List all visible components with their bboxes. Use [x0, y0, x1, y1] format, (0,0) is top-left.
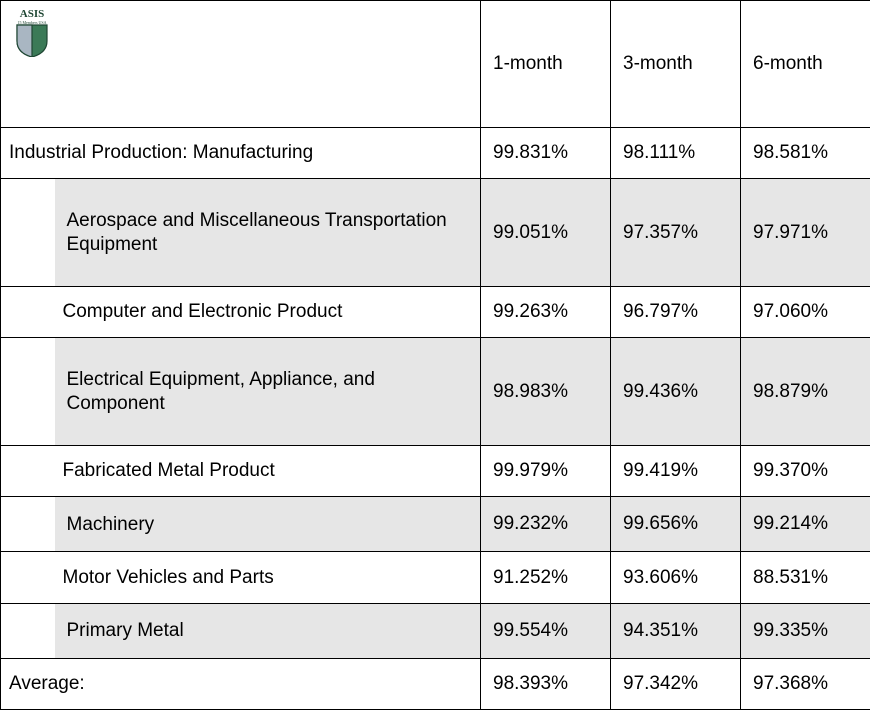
cell-value: 97.368% — [741, 658, 870, 709]
svg-text:15 Members USA: 15 Members USA — [17, 20, 46, 25]
row-label: Computer and Electronic Product — [55, 287, 481, 338]
row-label: Average: — [1, 658, 481, 709]
logo-cell: ASIS 15 Members USA — [1, 1, 481, 128]
asis-logo-icon: ASIS 15 Members USA — [9, 7, 55, 57]
cell-value: 99.214% — [741, 497, 870, 552]
cell-value: 99.436% — [611, 338, 741, 446]
row-label: Industrial Production: Manufacturing — [1, 127, 481, 178]
row-label: Motor Vehicles and Parts — [55, 552, 481, 603]
header-row: ASIS 15 Members USA 1-month 3-month 6-mo… — [1, 1, 870, 128]
logo-text: ASIS — [20, 8, 44, 20]
table-row: Motor Vehicles and Parts 91.252% 93.606%… — [1, 552, 870, 603]
indent-spacer — [1, 446, 55, 497]
table-row: Machinery 99.232% 99.656% 99.214% — [1, 497, 870, 552]
table-row: Primary Metal 99.554% 94.351% 99.335% — [1, 603, 870, 658]
table-row: Computer and Electronic Product 99.263% … — [1, 287, 870, 338]
row-label: Aerospace and Miscellaneous Transportati… — [55, 179, 481, 287]
table-row: Fabricated Metal Product 99.979% 99.419%… — [1, 446, 870, 497]
table-row: Electrical Equipment, Appliance, and Com… — [1, 338, 870, 446]
cell-value: 94.351% — [611, 603, 741, 658]
cell-value: 99.335% — [741, 603, 870, 658]
cell-value: 98.983% — [481, 338, 611, 446]
col-header-6month: 6-month — [741, 1, 870, 128]
cell-value: 98.581% — [741, 127, 870, 178]
indent-spacer — [1, 603, 55, 658]
cell-value: 97.971% — [741, 179, 870, 287]
cell-value: 98.393% — [481, 658, 611, 709]
indent-spacer — [1, 497, 55, 552]
row-label: Electrical Equipment, Appliance, and Com… — [55, 338, 481, 446]
cell-value: 88.531% — [741, 552, 870, 603]
table-row: Aerospace and Miscellaneous Transportati… — [1, 179, 870, 287]
indent-spacer — [1, 287, 55, 338]
row-label: Primary Metal — [55, 603, 481, 658]
cell-value: 99.051% — [481, 179, 611, 287]
cell-value: 99.263% — [481, 287, 611, 338]
cell-value: 98.111% — [611, 127, 741, 178]
cell-value: 99.979% — [481, 446, 611, 497]
cell-value: 97.342% — [611, 658, 741, 709]
cell-value: 91.252% — [481, 552, 611, 603]
cell-value: 98.879% — [741, 338, 870, 446]
indent-spacer — [1, 338, 55, 446]
col-header-3month: 3-month — [611, 1, 741, 128]
production-table: ASIS 15 Members USA 1-month 3-month 6-mo… — [0, 0, 870, 710]
cell-value: 99.831% — [481, 127, 611, 178]
cell-value: 99.370% — [741, 446, 870, 497]
row-label: Fabricated Metal Product — [55, 446, 481, 497]
row-label: Machinery — [55, 497, 481, 552]
cell-value: 97.060% — [741, 287, 870, 338]
cell-value: 96.797% — [611, 287, 741, 338]
cell-value: 99.656% — [611, 497, 741, 552]
indent-spacer — [1, 552, 55, 603]
cell-value: 99.232% — [481, 497, 611, 552]
indent-spacer — [1, 179, 55, 287]
cell-value: 99.419% — [611, 446, 741, 497]
table-row: Industrial Production: Manufacturing 99.… — [1, 127, 870, 178]
col-header-1month: 1-month — [481, 1, 611, 128]
data-table: ASIS 15 Members USA 1-month 3-month 6-mo… — [0, 0, 870, 710]
cell-value: 99.554% — [481, 603, 611, 658]
cell-value: 97.357% — [611, 179, 741, 287]
cell-value: 93.606% — [611, 552, 741, 603]
table-row: Average: 98.393% 97.342% 97.368% — [1, 658, 870, 709]
